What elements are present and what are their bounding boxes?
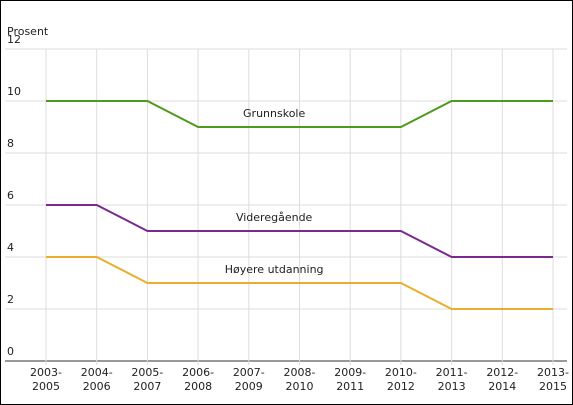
line-series xyxy=(46,256,553,310)
y-tick-label: 6 xyxy=(7,189,14,202)
series-label: Grunnskole xyxy=(243,107,305,120)
x-tick-label: 2004- 2006 xyxy=(80,366,113,393)
line-series xyxy=(46,100,553,128)
x-tick-label: 2011- 2013 xyxy=(435,366,468,393)
x-tick-label: 2005- 2007 xyxy=(131,366,164,393)
series-label: Høyere utdanning xyxy=(225,263,324,276)
x-tick-label: 2003- 2005 xyxy=(30,366,62,393)
series-label: Videregående xyxy=(236,211,313,224)
x-tick-label: 2006- 2008 xyxy=(182,366,215,393)
y-tick-label: 10 xyxy=(7,85,21,98)
y-tick-label: 0 xyxy=(7,345,14,358)
x-tick-label: 2007- 2009 xyxy=(232,366,265,393)
x-tick-label: 2013- 2015 xyxy=(537,366,569,393)
y-tick-label: 2 xyxy=(7,293,14,306)
x-tick-label: 2009- 2011 xyxy=(334,366,367,393)
y-axis-label: Prosent xyxy=(7,25,49,38)
y-tick-label: 4 xyxy=(7,241,14,254)
y-tick-label: 8 xyxy=(7,137,14,150)
x-tick-label: 2008- 2010 xyxy=(283,366,316,393)
x-tick-label: 2012- 2014 xyxy=(486,366,519,393)
x-tick-label: 2010- 2012 xyxy=(384,366,417,393)
line-series xyxy=(46,204,553,258)
y-tick-label: 12 xyxy=(7,33,21,46)
